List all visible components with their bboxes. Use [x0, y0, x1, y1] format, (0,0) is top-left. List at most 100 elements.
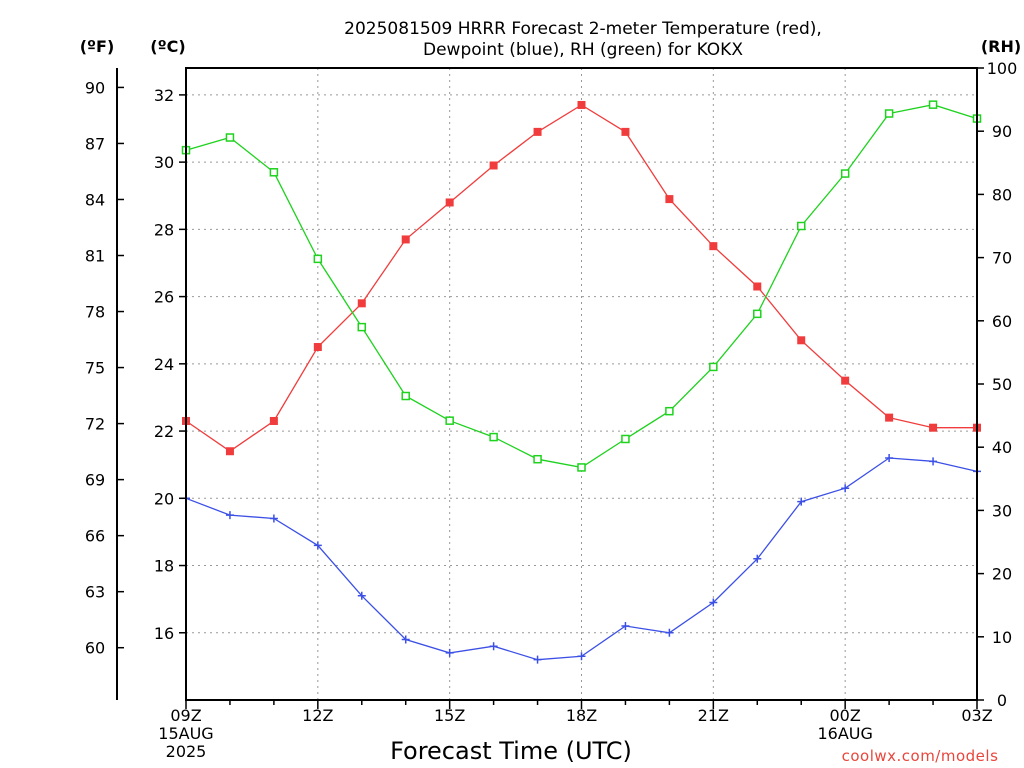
rh-tick-label: 10: [992, 628, 1012, 647]
celsius-tick-label: 16: [154, 624, 174, 643]
x-tick-label: 15AUG: [158, 724, 213, 743]
rh-point: [225, 133, 235, 142]
dewpoint-point: [797, 497, 806, 506]
celsius-tick-label: 18: [154, 557, 174, 576]
x-tick-label: 2025: [166, 742, 207, 761]
dewpoint-point: [665, 628, 674, 637]
fahrenheit-tick-label: 66: [85, 527, 105, 546]
rh-tick-label: 70: [992, 249, 1012, 268]
temperature-point: [709, 242, 718, 251]
rh-tick-label: 40: [992, 438, 1012, 457]
rh-unit-label: (RH): [981, 37, 1021, 56]
celsius-unit-label: (ºC): [150, 37, 185, 56]
celsius-tick-label: 32: [154, 86, 174, 105]
rh-point: [753, 309, 762, 319]
fahrenheit-unit-label: (ºF): [80, 37, 115, 56]
rh-point: [621, 434, 630, 444]
rh-point: [577, 463, 586, 472]
temperature-point: [225, 447, 234, 456]
fahrenheit-tick-label: 90: [85, 78, 105, 97]
dewpoint-point: [357, 591, 366, 600]
fahrenheit-tick-label: 87: [85, 134, 105, 153]
x-tick-label: 00Z: [830, 706, 861, 725]
axes: [116, 67, 984, 709]
rh-point: [445, 416, 454, 425]
celsius-tick-label: 20: [154, 489, 174, 508]
temperature-point: [357, 299, 366, 308]
rh-tick-label: 90: [992, 122, 1012, 141]
dewpoint-point: [533, 655, 542, 664]
dewpoint-point: [269, 514, 278, 523]
rh-tick-label: 100: [987, 59, 1018, 78]
rh-point: [709, 362, 718, 372]
rh-point: [269, 168, 279, 177]
dewpoint-point: [401, 635, 410, 644]
temperature-point: [577, 100, 586, 109]
fahrenheit-tick-label: 81: [85, 247, 105, 266]
dewpoint-point: [445, 648, 454, 657]
chart-title: 2025081509 HRRR Forecast 2-meter Tempera…: [344, 19, 822, 39]
temperature-point: [489, 161, 498, 170]
fahrenheit-tick-label: 72: [85, 415, 105, 434]
rh-tick-label: 80: [992, 185, 1012, 204]
celsius-tick-label: 24: [154, 355, 174, 374]
rh-tick-label: 0: [997, 691, 1007, 710]
dewpoint-point: [225, 511, 234, 520]
rh-tick-label: 60: [992, 312, 1012, 331]
fahrenheit-tick-label: 69: [85, 471, 105, 490]
fahrenheit-tick-label: 78: [85, 303, 105, 322]
x-tick-label: 12Z: [302, 706, 333, 725]
temperature-point: [797, 336, 806, 345]
temperature-point: [313, 343, 322, 352]
x-tick-label: 18Z: [566, 706, 597, 725]
temperature-point: [665, 195, 674, 204]
dewpoint-point: [885, 453, 894, 462]
x-tick-label: 21Z: [698, 706, 729, 725]
series-layer: [181, 100, 982, 664]
x-axis-title: Forecast Time (UTC): [390, 737, 632, 765]
temperature-point: [533, 127, 542, 136]
x-tick-label: 09Z: [170, 706, 201, 725]
rh-point: [928, 100, 938, 109]
rh-point: [796, 221, 806, 231]
rh-point: [840, 169, 850, 178]
temperature-point: [885, 413, 894, 422]
grid-lines: [186, 68, 977, 700]
temperature-point: [269, 416, 278, 425]
temperature-point: [929, 423, 938, 432]
rh-point: [884, 109, 894, 118]
fahrenheit-tick-label: 63: [85, 583, 105, 602]
rh-tick-label: 30: [992, 501, 1012, 520]
rh-point: [533, 454, 542, 464]
celsius-tick-label: 28: [154, 220, 174, 239]
fahrenheit-tick-label: 75: [85, 359, 105, 378]
rh-point: [401, 391, 410, 401]
temperature-point: [841, 376, 850, 385]
fahrenheit-tick-label: 84: [85, 190, 105, 209]
temperature-point: [753, 282, 762, 291]
fahrenheit-tick-label: 60: [85, 639, 105, 658]
celsius-tick-label: 26: [154, 288, 174, 307]
plot-frame: [185, 67, 978, 701]
rh-point: [665, 406, 674, 416]
x-tick-label: 16AUG: [817, 724, 872, 743]
dewpoint-point: [709, 598, 718, 607]
rh-point: [489, 432, 498, 442]
dewpoint-point: [621, 622, 630, 631]
temperature-point: [445, 198, 454, 207]
rh-point: [357, 322, 367, 332]
dewpoint-point: [489, 642, 498, 651]
temperature-point: [621, 127, 630, 136]
dewpoint-point: [313, 541, 322, 550]
x-tick-label: 15Z: [434, 706, 465, 725]
celsius-tick-label: 30: [154, 153, 174, 172]
dewpoint-point: [577, 652, 586, 661]
rh-tick-label: 20: [992, 565, 1012, 584]
celsius-tick-label: 22: [154, 422, 174, 441]
rh-tick-label: 50: [992, 375, 1012, 394]
credit-text: coolwx.com/models: [842, 747, 999, 765]
dewpoint-point: [753, 554, 762, 563]
dewpoint-point: [841, 484, 850, 493]
dewpoint-point: [929, 457, 938, 466]
